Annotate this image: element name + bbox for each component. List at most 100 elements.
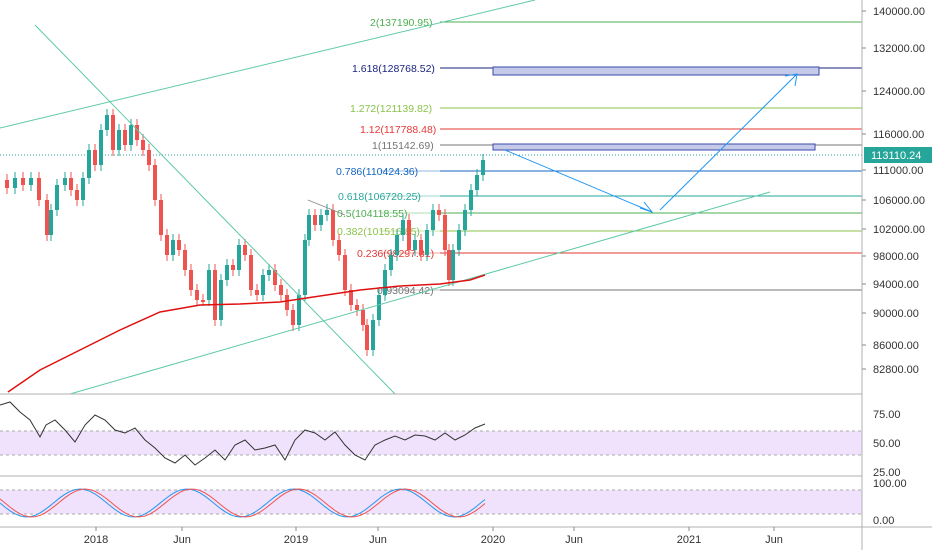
stoch-rsi-pane[interactable]: 100.00 0.00: [0, 478, 907, 527]
candle-body: [303, 240, 307, 295]
candle-body: [201, 300, 205, 302]
candle-body: [21, 178, 25, 185]
candle-body: [105, 115, 109, 130]
pattern-line: [307, 199, 346, 216]
candle-body: [361, 310, 365, 325]
candle-body: [37, 178, 41, 200]
candle-body: [273, 270, 277, 285]
fib-level-label: 2(137190.95): [370, 17, 432, 29]
time-tick-label: 2021: [677, 534, 701, 546]
last-price-tag: 113110.24: [864, 147, 932, 163]
stoch-tick-label: 0.00: [873, 515, 894, 527]
fib-level-label: 1.272(121139.82): [350, 103, 432, 115]
rsi-tick-label: 50.00: [873, 438, 901, 450]
candle-body: [55, 185, 59, 210]
candle-body: [189, 270, 193, 290]
price-tick-label: 98000.00: [873, 251, 919, 263]
candle-body: [171, 240, 175, 255]
candle-body: [481, 160, 485, 175]
candle-body: [267, 270, 271, 275]
candle-body: [419, 240, 423, 255]
fib-level-label: 1.12(117788.48): [360, 124, 436, 136]
candle-body: [129, 125, 133, 145]
price-tick-label: 124000.00: [873, 86, 925, 98]
candle-body: [147, 150, 151, 165]
last-price-badge: [864, 147, 932, 163]
price-tick-label: 132000.00: [873, 43, 925, 55]
candle-body: [141, 140, 145, 150]
candle-body: [45, 200, 49, 235]
time-tick-label: 2019: [284, 534, 308, 546]
time-tick-label: Jun: [369, 534, 387, 546]
candle-body: [389, 255, 393, 270]
candle-body: [123, 130, 127, 145]
price-axis[interactable]: 140000.00 132000.00 124000.00 116000.00 1110…: [862, 6, 932, 376]
candle-body: [111, 115, 115, 150]
candle-body: [231, 265, 235, 270]
candle-body: [407, 220, 411, 250]
price-tick-label: 140000.00: [873, 6, 925, 18]
candle-body: [383, 270, 387, 295]
target-box-lower: [492, 143, 816, 151]
candle-body: [365, 325, 369, 350]
candle-body: [437, 210, 441, 215]
target-box-upper: [492, 66, 820, 76]
candle-body: [377, 295, 381, 320]
candle-body: [63, 178, 67, 185]
candle-body: [291, 310, 295, 325]
time-tick-label: 2018: [84, 534, 108, 546]
candle-body: [355, 305, 359, 310]
candle-body: [331, 210, 335, 240]
candle-body: [93, 150, 97, 165]
candle-body: [165, 235, 169, 255]
candle-body: [69, 178, 73, 190]
upper-channel-line: [0, 0, 536, 129]
candle-body: [457, 230, 461, 250]
candle-body: [237, 245, 241, 270]
candle-body: [319, 215, 323, 225]
main-price-pane[interactable]: 2(137190.95) 1.618(128768.52) 1.272(121139…: [0, 0, 862, 395]
time-axis[interactable]: 2018 Jun 2019 Jun 2020 Jun 2021 Jun: [84, 527, 783, 546]
descending-trendline: [34, 24, 396, 395]
candle-body: [207, 270, 211, 300]
price-tick-label: 106000.00: [873, 195, 925, 207]
candle-body: [87, 150, 91, 178]
candle-body: [219, 280, 223, 320]
candle-body: [325, 210, 329, 215]
candle-body: [13, 178, 17, 188]
rsi-tick-label: 75.00: [873, 409, 901, 421]
candle-body: [177, 240, 181, 250]
price-tick-label: 94000.00: [873, 279, 919, 291]
price-tick-label: 82800.00: [873, 364, 919, 376]
candle-body: [49, 210, 53, 235]
arrowhead: [784, 73, 798, 87]
lower-channel-line: [69, 191, 771, 395]
projection-arrow-down: [504, 149, 653, 213]
stoch-tick-label: 100.00: [873, 478, 907, 490]
candle-body: [99, 130, 103, 165]
candle-body: [213, 270, 217, 320]
fib-level-label: 0.382(101516.85): [337, 226, 420, 238]
rsi-pane[interactable]: 75.00 50.00 25.00: [0, 401, 901, 479]
fib-level-label: 1.618(128768.52): [352, 63, 435, 75]
candle-body: [117, 130, 121, 150]
price-tick-label: 116000.00: [873, 129, 924, 141]
candle-body: [261, 275, 265, 295]
candle-body: [371, 320, 375, 350]
time-tick-label: Jun: [565, 534, 583, 546]
candle-body: [225, 265, 229, 280]
fib-level-label: 0.786(110424.36): [336, 166, 418, 178]
candle-body: [469, 190, 473, 210]
candle-body: [343, 255, 347, 290]
time-tick-label: Jun: [765, 534, 783, 546]
fib-level-label: 0(93094.42): [377, 285, 434, 297]
rsi-line: [0, 401, 486, 466]
candle-body: [135, 125, 139, 140]
candle-body: [195, 290, 199, 300]
candle-body: [159, 200, 163, 235]
candle-body: [249, 255, 253, 290]
rsi-tick-label: 25.00: [873, 467, 901, 479]
candle-body: [255, 290, 259, 295]
fibonacci-levels: 2(137190.95) 1.618(128768.52) 1.272(121139…: [0, 17, 862, 297]
